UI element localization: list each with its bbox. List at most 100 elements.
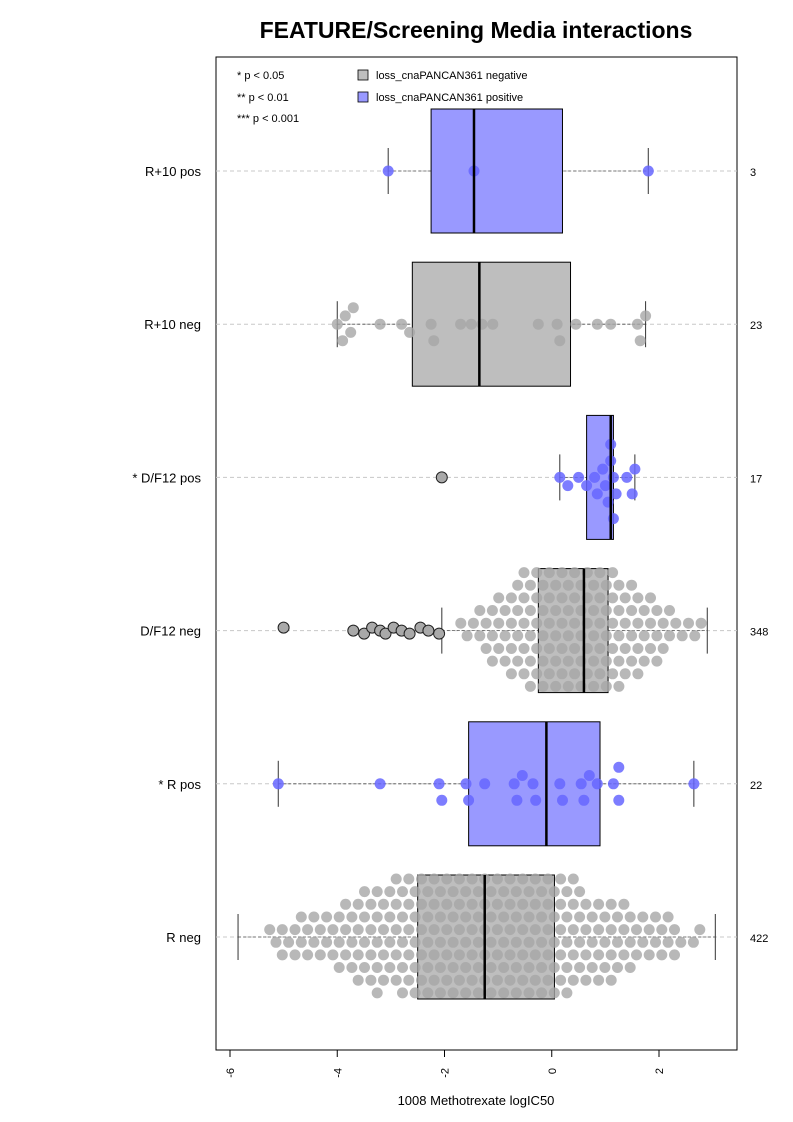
- data-point: [436, 794, 448, 806]
- data-point: [626, 579, 638, 591]
- data-point: [434, 962, 446, 973]
- data-point: [607, 668, 619, 680]
- data-point: [517, 898, 529, 910]
- data-point: [512, 630, 524, 642]
- group-label: R+10 neg: [144, 317, 201, 332]
- data-point: [531, 567, 543, 579]
- data-point: [600, 630, 612, 642]
- data-point: [308, 936, 320, 948]
- data-point: [657, 617, 669, 629]
- data-point: [537, 579, 549, 591]
- data-point: [499, 605, 511, 616]
- data-point: [467, 617, 479, 629]
- data-point: [510, 886, 522, 898]
- data-point: [643, 924, 655, 936]
- data-point: [461, 630, 473, 642]
- group-label: * D/F12 pos: [132, 470, 201, 485]
- data-point: [624, 962, 636, 973]
- group-label: R+10 pos: [145, 164, 202, 179]
- data-point: [562, 605, 574, 616]
- data-point: [371, 911, 383, 923]
- data-point: [352, 898, 364, 910]
- data-point: [460, 778, 472, 790]
- data-point: [466, 924, 478, 936]
- data-point: [529, 873, 541, 885]
- data-point: [561, 886, 573, 898]
- data-point: [333, 911, 345, 923]
- data-point: [512, 605, 524, 616]
- data-point: [607, 567, 619, 579]
- data-point: [550, 605, 562, 616]
- data-point: [486, 605, 498, 616]
- data-point: [638, 605, 650, 616]
- data-point: [517, 949, 529, 961]
- data-point: [536, 886, 548, 898]
- data-point: [536, 911, 548, 923]
- data-point: [416, 924, 427, 936]
- data-point: [637, 936, 649, 948]
- data-point: [542, 949, 554, 961]
- data-point: [346, 936, 358, 948]
- data-point: [425, 318, 437, 330]
- data-point: [531, 643, 543, 654]
- data-point: [466, 898, 478, 910]
- data-point: [485, 911, 497, 923]
- data-point: [613, 761, 625, 773]
- data-point: [597, 463, 609, 475]
- data-point: [531, 617, 543, 629]
- data-point: [516, 770, 528, 781]
- data-point: [543, 668, 555, 680]
- data-point: [562, 680, 574, 692]
- data-point: [669, 924, 680, 936]
- data-point: [613, 794, 625, 806]
- data-point: [447, 962, 459, 973]
- data-point: [428, 949, 440, 961]
- data-point: [517, 924, 529, 936]
- data-point: [537, 655, 549, 667]
- data-point: [472, 886, 484, 898]
- data-point: [510, 911, 522, 923]
- data-point: [491, 873, 503, 885]
- data-point: [498, 962, 510, 973]
- data-point: [333, 936, 345, 948]
- data-point: [409, 886, 421, 898]
- data-point: [472, 987, 484, 999]
- outlier-point: [403, 627, 416, 640]
- data-point: [524, 630, 536, 642]
- data-point: [397, 987, 408, 999]
- data-point: [453, 949, 465, 961]
- sig-legend-3: *** p < 0.001: [237, 113, 299, 125]
- data-point: [594, 617, 606, 629]
- data-point: [619, 643, 631, 654]
- data-point: [499, 630, 511, 642]
- data-point: [371, 962, 383, 973]
- data-point: [669, 949, 680, 961]
- data-point: [523, 987, 535, 999]
- data-point: [542, 873, 554, 885]
- data-point: [554, 335, 566, 347]
- data-point: [365, 949, 377, 961]
- data-point: [517, 974, 529, 986]
- group-count: 22: [750, 780, 762, 792]
- data-point: [567, 949, 579, 961]
- data-point: [556, 643, 568, 654]
- data-point: [524, 655, 536, 667]
- data-point: [529, 949, 541, 961]
- data-point: [631, 924, 642, 936]
- data-point: [605, 924, 617, 936]
- data-point: [656, 949, 668, 961]
- data-point: [434, 987, 446, 999]
- data-point: [422, 987, 434, 999]
- data-point: [505, 668, 517, 680]
- data-point: [276, 949, 288, 961]
- data-point: [632, 617, 644, 629]
- data-point: [613, 680, 625, 692]
- data-point: [605, 898, 617, 910]
- data-point: [551, 318, 563, 330]
- data-point: [518, 567, 530, 579]
- data-point: [480, 643, 492, 654]
- data-point: [428, 873, 440, 885]
- data-point: [359, 886, 370, 898]
- data-point: [453, 873, 465, 885]
- data-point: [346, 962, 358, 973]
